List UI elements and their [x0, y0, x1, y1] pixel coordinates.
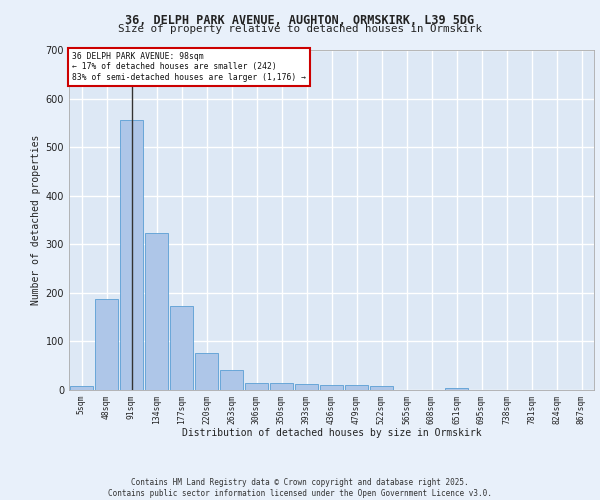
Bar: [70, 386, 93, 390]
Bar: [145, 233, 168, 390]
Y-axis label: Number of detached properties: Number of detached properties: [31, 135, 41, 305]
Bar: [245, 382, 268, 390]
Bar: [220, 370, 243, 390]
Bar: [95, 299, 118, 390]
Text: Contains HM Land Registry data © Crown copyright and database right 2025.
Contai: Contains HM Land Registry data © Crown c…: [108, 478, 492, 498]
Bar: [445, 388, 468, 390]
Bar: [370, 386, 393, 390]
Bar: [295, 384, 318, 390]
X-axis label: Distribution of detached houses by size in Ormskirk: Distribution of detached houses by size …: [182, 428, 481, 438]
Text: Size of property relative to detached houses in Ormskirk: Size of property relative to detached ho…: [118, 24, 482, 34]
Bar: [320, 384, 343, 390]
Text: 36, DELPH PARK AVENUE, AUGHTON, ORMSKIRK, L39 5DG: 36, DELPH PARK AVENUE, AUGHTON, ORMSKIRK…: [125, 14, 475, 27]
Text: 36 DELPH PARK AVENUE: 98sqm
← 17% of detached houses are smaller (242)
83% of se: 36 DELPH PARK AVENUE: 98sqm ← 17% of det…: [71, 52, 305, 82]
Bar: [120, 120, 143, 390]
Bar: [170, 306, 193, 390]
Bar: [195, 352, 218, 390]
Bar: [345, 385, 368, 390]
Bar: [270, 382, 293, 390]
